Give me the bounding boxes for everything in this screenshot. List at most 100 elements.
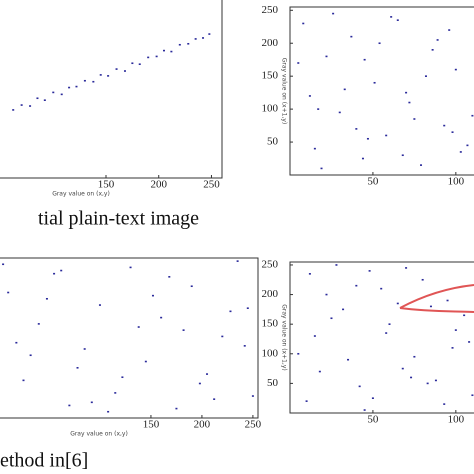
point bbox=[413, 355, 416, 358]
point bbox=[7, 291, 10, 294]
caption: tial plain-text image bbox=[38, 208, 199, 230]
point bbox=[385, 134, 388, 137]
x-tick-label: 100 bbox=[448, 176, 465, 188]
point bbox=[431, 49, 434, 51]
point bbox=[53, 272, 56, 275]
point bbox=[75, 85, 78, 88]
point bbox=[107, 410, 110, 413]
point bbox=[175, 407, 178, 410]
x-tick-label: 50 bbox=[367, 414, 379, 426]
point bbox=[147, 56, 150, 59]
point bbox=[396, 302, 399, 305]
point bbox=[338, 111, 341, 114]
x-tick-label: 50 bbox=[367, 176, 379, 188]
point bbox=[368, 270, 371, 272]
y-tick-label: 150 bbox=[262, 70, 279, 82]
point bbox=[371, 397, 374, 399]
point bbox=[76, 367, 79, 369]
point bbox=[366, 137, 369, 140]
point bbox=[363, 58, 366, 61]
point bbox=[15, 341, 18, 344]
point bbox=[363, 409, 366, 411]
point bbox=[350, 35, 353, 38]
plot-frame bbox=[0, 257, 259, 419]
y-tick-label: 250 bbox=[262, 4, 279, 16]
point bbox=[454, 329, 457, 331]
point bbox=[335, 264, 338, 266]
point bbox=[190, 285, 193, 288]
y-axis-label: Gray value on (x+1,y) bbox=[281, 58, 288, 124]
point bbox=[420, 164, 423, 166]
y-tick-label: 200 bbox=[262, 37, 279, 49]
point bbox=[29, 354, 32, 357]
x-tick-label: 250 bbox=[245, 419, 262, 431]
y-tick-label: 150 bbox=[262, 318, 279, 330]
point bbox=[443, 124, 446, 127]
point bbox=[194, 38, 197, 40]
point bbox=[187, 42, 190, 45]
x-tick-label: 200 bbox=[194, 419, 211, 431]
point bbox=[305, 400, 308, 402]
point bbox=[246, 307, 249, 309]
y-axis-label: Gray value on (x+1,y) bbox=[281, 304, 288, 370]
point bbox=[459, 151, 462, 153]
point bbox=[385, 332, 388, 334]
y-tick-label: 100 bbox=[262, 103, 279, 115]
plot-frame bbox=[0, 0, 223, 179]
point bbox=[60, 269, 63, 272]
point bbox=[424, 75, 427, 77]
point bbox=[22, 379, 25, 382]
caption: ethod in[6] bbox=[0, 450, 88, 472]
point bbox=[12, 109, 15, 111]
point bbox=[83, 79, 86, 82]
point bbox=[43, 99, 46, 101]
point bbox=[297, 352, 300, 355]
x-tick-label: 100 bbox=[448, 414, 465, 426]
y-tick-label: 100 bbox=[262, 347, 279, 359]
point bbox=[332, 12, 335, 15]
point bbox=[170, 50, 173, 53]
point bbox=[144, 360, 147, 363]
point bbox=[313, 147, 316, 150]
point bbox=[401, 154, 404, 157]
point bbox=[443, 403, 446, 405]
point bbox=[155, 55, 158, 58]
point bbox=[115, 68, 118, 70]
point bbox=[313, 335, 316, 337]
point bbox=[213, 398, 216, 400]
point bbox=[137, 326, 140, 328]
point bbox=[99, 74, 102, 76]
point bbox=[358, 385, 361, 388]
point bbox=[308, 95, 311, 97]
point bbox=[37, 323, 40, 325]
point bbox=[92, 80, 95, 83]
point bbox=[413, 118, 416, 120]
point bbox=[446, 299, 449, 302]
point bbox=[468, 341, 471, 343]
point bbox=[302, 22, 305, 25]
point bbox=[355, 284, 358, 287]
y-tick-label: 250 bbox=[262, 258, 279, 270]
point bbox=[198, 382, 201, 385]
y-tick-label: 200 bbox=[262, 288, 279, 300]
point bbox=[436, 39, 439, 41]
point bbox=[114, 392, 117, 394]
point bbox=[471, 114, 474, 117]
point bbox=[401, 367, 404, 370]
x-axis-label: Gray value on (x,y) bbox=[70, 431, 128, 438]
x-tick-label: 150 bbox=[143, 419, 160, 431]
point bbox=[390, 16, 393, 18]
point bbox=[405, 91, 408, 94]
point bbox=[229, 310, 232, 313]
point bbox=[138, 63, 141, 66]
x-axis-label: Gray value on (x,y) bbox=[52, 191, 110, 198]
point bbox=[178, 43, 181, 46]
point bbox=[318, 370, 321, 373]
point bbox=[451, 347, 454, 349]
point bbox=[361, 157, 364, 160]
point bbox=[297, 62, 300, 64]
point bbox=[373, 81, 376, 84]
x-tick-label: 250 bbox=[203, 179, 220, 191]
plot-frame bbox=[289, 261, 474, 414]
